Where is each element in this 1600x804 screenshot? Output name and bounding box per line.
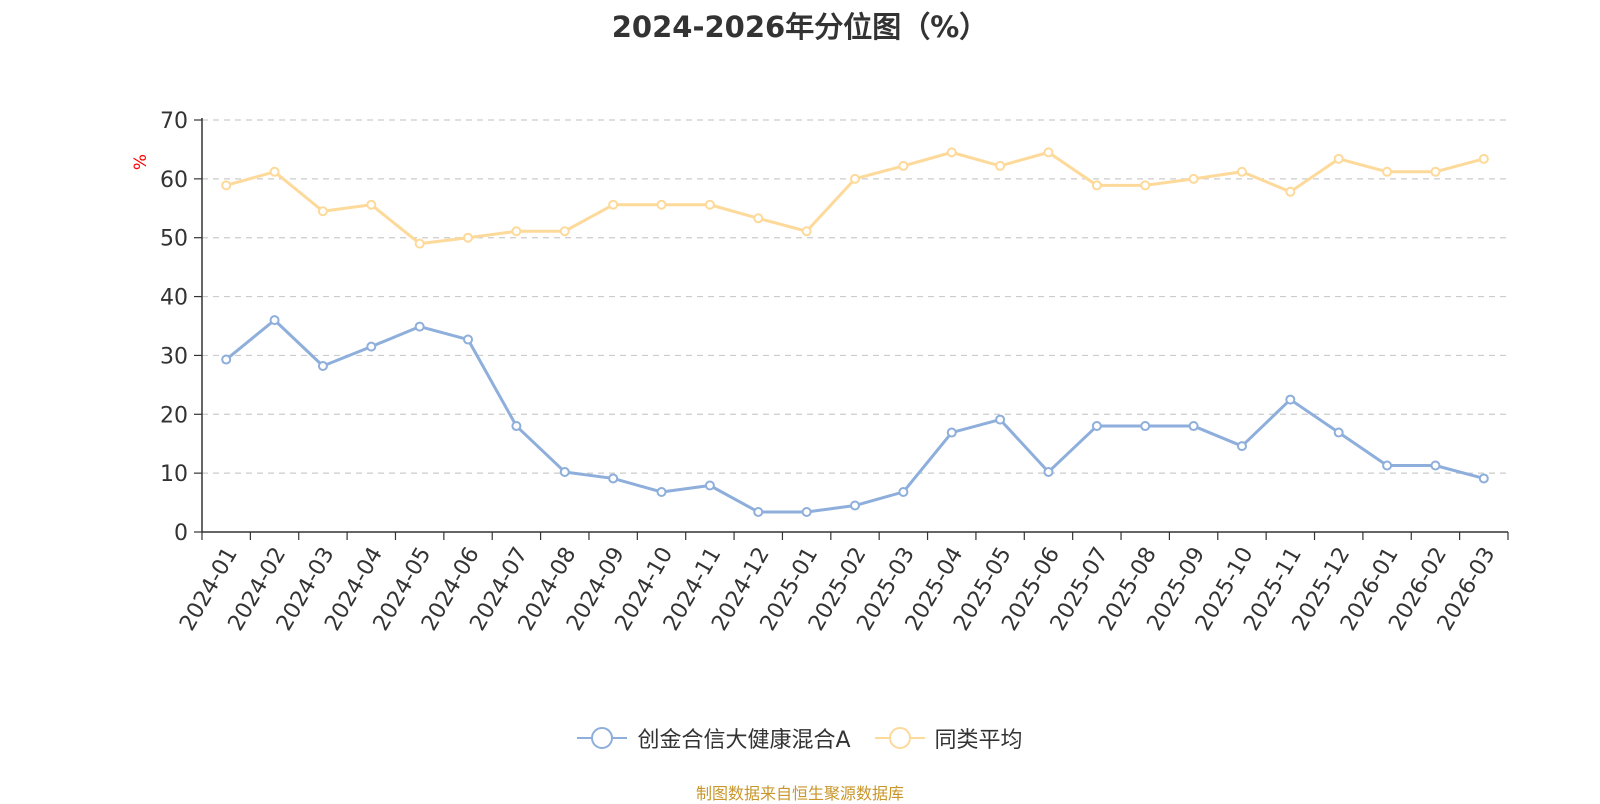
data-point-0-20 [1188,421,1199,432]
data-point-0-4 [414,321,425,332]
data-point-1-12 [801,226,812,237]
data-point-1-24 [1382,166,1393,177]
data-point-1-6 [511,226,522,237]
data-point-0-14 [898,486,909,497]
data-point-1-21 [1236,166,1247,177]
data-point-0-19 [1140,421,1151,432]
y-tick-label: 0 [174,521,188,546]
data-point-0-10 [704,480,715,491]
y-tick-label: 50 [160,227,188,252]
data-point-0-8 [608,473,619,484]
data-point-1-13 [850,173,860,184]
data-point-1-14 [898,160,909,171]
series-line-0 [225,318,1485,514]
legend-fund-marker-icon [577,727,628,749]
data-point-0-9 [656,486,667,497]
y-tick-label: 30 [160,344,188,369]
data-point-0-5 [463,334,474,345]
data-point-0-6 [511,421,522,432]
data-point-1-15 [946,147,957,158]
data-point-0-21 [1236,441,1247,452]
data-point-1-10 [704,199,715,210]
data-point-1-7 [559,226,570,237]
data-point-0-24 [1382,460,1393,471]
y-tick-label: 10 [160,462,188,487]
series-line-1 [225,150,1485,246]
data-point-0-13 [850,500,860,511]
data-point-0-16 [995,414,1006,425]
data-point-1-26 [1478,153,1489,164]
data-point-1-0 [221,180,232,191]
data-point-1-19 [1140,180,1151,191]
data-point-0-7 [559,466,570,477]
data-point-0-3 [366,341,377,352]
data-point-1-3 [366,199,377,210]
legend: 创金合信大健康混合A 同类平均 [0,722,1600,754]
data-point-1-22 [1285,186,1296,197]
data-point-0-0 [221,354,232,365]
axes: 0102030405060702024-012024-022024-032024… [160,109,1509,635]
chart-title: 2024-2026年分位图（%） [611,10,989,44]
data-point-1-23 [1333,153,1344,164]
legend-label-average: 同类平均 [934,728,1023,753]
data-point-0-11 [753,506,764,517]
data-point-0-22 [1285,394,1296,405]
data-point-0-12 [801,506,812,517]
legend-average-marker-icon [874,727,925,749]
data-point-1-5 [463,232,474,243]
data-point-0-25 [1430,460,1441,471]
legend-item-average[interactable]: 同类平均 [874,722,1023,754]
grid-lines [202,119,1508,474]
data-point-0-17 [1043,466,1054,477]
data-point-1-4 [414,238,425,249]
data-point-1-2 [317,206,328,217]
data-point-1-11 [753,213,764,224]
data-point-0-23 [1333,427,1344,438]
y-axis-label: % [131,154,151,170]
data-point-1-20 [1188,173,1199,184]
data-point-1-8 [608,199,619,210]
data-point-1-1 [269,166,280,177]
data-point-1-9 [656,199,667,210]
legend-item-fund[interactable]: 创金合信大健康混合A [577,722,851,754]
data-point-1-25 [1430,166,1441,177]
y-tick-label: 70 [160,109,188,134]
y-tick-label: 20 [160,403,188,428]
data-point-0-2 [317,361,328,372]
data-point-1-17 [1043,147,1054,158]
y-tick-label: 40 [160,286,188,311]
legend-label-fund: 创金合信大健康混合A [637,728,851,753]
series-lines [221,147,1489,517]
data-point-0-18 [1091,421,1102,432]
data-point-1-18 [1091,180,1102,191]
data-point-0-15 [946,427,957,438]
y-tick-label: 60 [160,168,188,193]
data-point-0-1 [269,315,280,326]
data-point-1-16 [995,160,1006,171]
data-point-0-26 [1478,473,1489,484]
data-source-note: 制图数据来自恒生聚源数据库 [695,784,904,803]
